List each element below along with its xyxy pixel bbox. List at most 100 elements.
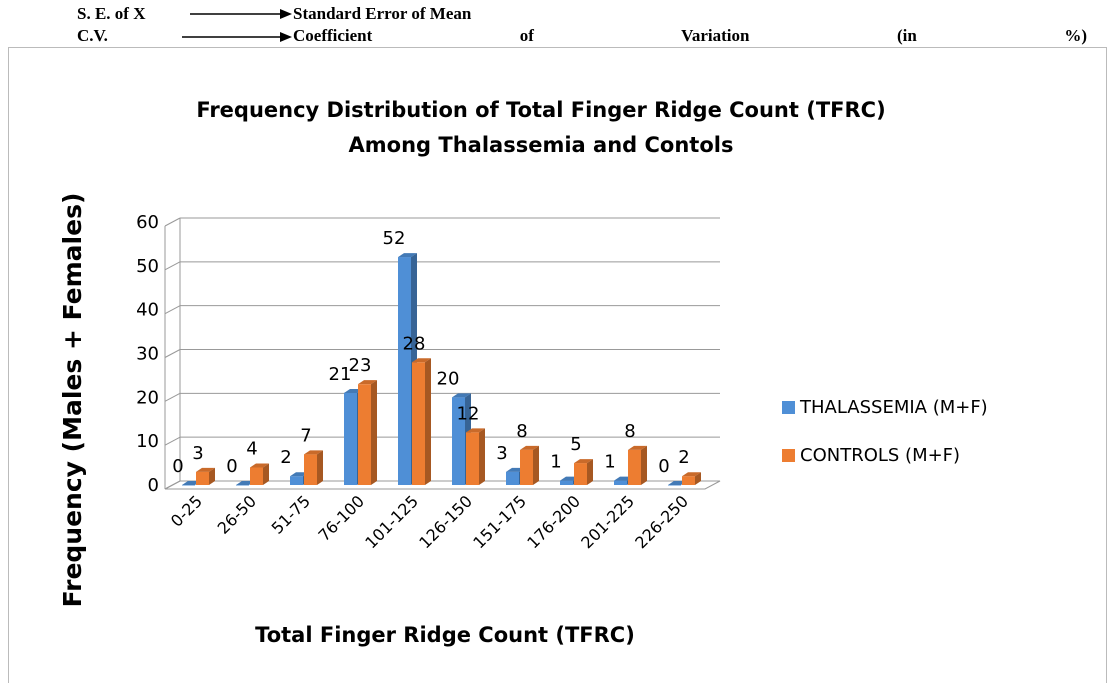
bar — [574, 459, 593, 485]
bar — [682, 472, 701, 485]
x-axis-title: Total Finger Ridge Count (TFRC) — [255, 623, 635, 647]
y-tick-label: 20 — [136, 387, 159, 408]
bar-front — [182, 485, 195, 486]
bar-front — [506, 471, 519, 485]
bar-top — [628, 445, 647, 450]
data-label: 3 — [496, 443, 507, 464]
bar-top — [574, 459, 593, 464]
bar-top — [304, 450, 323, 455]
data-label: 21 — [329, 364, 352, 385]
bar-top — [466, 428, 485, 433]
meaning: Coefficient of Variation (in %) — [293, 26, 1087, 45]
arrow-head — [280, 32, 292, 42]
arrow-head — [280, 9, 292, 19]
grid-line — [164, 480, 181, 490]
bar-side — [695, 472, 701, 485]
y-tick-label: 40 — [136, 300, 159, 321]
bar-side — [641, 445, 647, 485]
term: S. E. of X — [77, 4, 146, 23]
bar-top — [452, 393, 471, 398]
bar-front — [574, 463, 587, 485]
bar-side — [371, 380, 377, 485]
y-axis-title: Frequency (Males + Females) — [58, 193, 87, 608]
bar-front — [344, 392, 357, 485]
legend-swatch — [782, 401, 795, 414]
legend-label: THALASSEMIA (M+F) — [799, 397, 988, 418]
bar — [412, 358, 431, 485]
bar-front — [668, 485, 681, 486]
bar-front — [682, 476, 695, 485]
data-label: 20 — [437, 368, 460, 389]
chart-frame — [8, 47, 1107, 683]
y-tick-label: 10 — [136, 431, 159, 452]
bar-front — [250, 467, 263, 485]
data-label: 52 — [383, 228, 406, 249]
bar-top — [398, 253, 417, 258]
bar — [250, 463, 269, 485]
legend-label: CONTROLS (M+F) — [800, 445, 960, 466]
chart-subtitle: Among Thalassemia and Contols — [349, 133, 734, 157]
grid-line — [164, 305, 181, 315]
bar-top — [682, 472, 701, 477]
grid-line — [164, 261, 181, 271]
data-label: 28 — [403, 333, 426, 354]
grid-line — [164, 436, 181, 446]
bar-side — [425, 358, 431, 485]
bar-front — [452, 397, 465, 485]
grid-line — [164, 217, 181, 227]
bar-side — [209, 467, 215, 485]
y-tick-label: 0 — [148, 475, 159, 496]
bar-side — [587, 459, 593, 485]
bar — [466, 428, 485, 485]
y-tick-label: 60 — [136, 212, 159, 233]
bar-top — [358, 380, 377, 385]
data-label: 7 — [300, 425, 311, 446]
definition-row: C.V. Coefficient of Variation (in %) — [77, 26, 1087, 48]
chart-title: Frequency Distribution of Total Finger R… — [196, 98, 885, 122]
legend-swatch — [782, 449, 795, 462]
data-label: 8 — [516, 421, 527, 442]
data-label: 0 — [658, 456, 669, 477]
bar-front — [304, 454, 317, 485]
data-label: 2 — [280, 447, 291, 468]
bar-front — [520, 449, 533, 485]
bar-front — [560, 480, 573, 485]
data-label: 3 — [192, 443, 203, 464]
data-label: 8 — [624, 421, 635, 442]
bar — [304, 450, 323, 485]
definition-row: S. E. of X Standard Error of Mean — [77, 4, 1087, 26]
data-label: 0 — [226, 456, 237, 477]
bar-front — [398, 257, 411, 485]
bar-top — [412, 358, 431, 363]
bar-front — [236, 485, 249, 486]
bar — [358, 380, 377, 485]
y-tick-label: 30 — [136, 344, 159, 365]
grid-line — [164, 392, 181, 402]
bar-top — [520, 445, 539, 450]
data-label: 1 — [604, 452, 615, 473]
bar-front — [412, 362, 425, 485]
bar-front — [196, 471, 209, 485]
bar-side — [479, 428, 485, 485]
grid-line — [164, 349, 181, 358]
bar-side — [533, 445, 539, 485]
meaning: Standard Error of Mean — [293, 4, 472, 23]
data-label: 23 — [349, 355, 372, 376]
bar-side — [317, 450, 323, 485]
bar-top — [250, 463, 269, 468]
data-label: 12 — [457, 403, 480, 424]
bar-side — [263, 463, 269, 485]
term: C.V. — [77, 26, 108, 45]
data-label: 5 — [570, 434, 581, 455]
bar — [520, 445, 539, 485]
data-label: 2 — [678, 447, 689, 468]
bar-front — [358, 384, 371, 485]
data-label: 1 — [550, 452, 561, 473]
bar — [196, 467, 215, 485]
y-tick-label: 50 — [136, 256, 159, 277]
data-label: 0 — [172, 456, 183, 477]
bar — [628, 445, 647, 485]
bar-front — [290, 476, 303, 485]
